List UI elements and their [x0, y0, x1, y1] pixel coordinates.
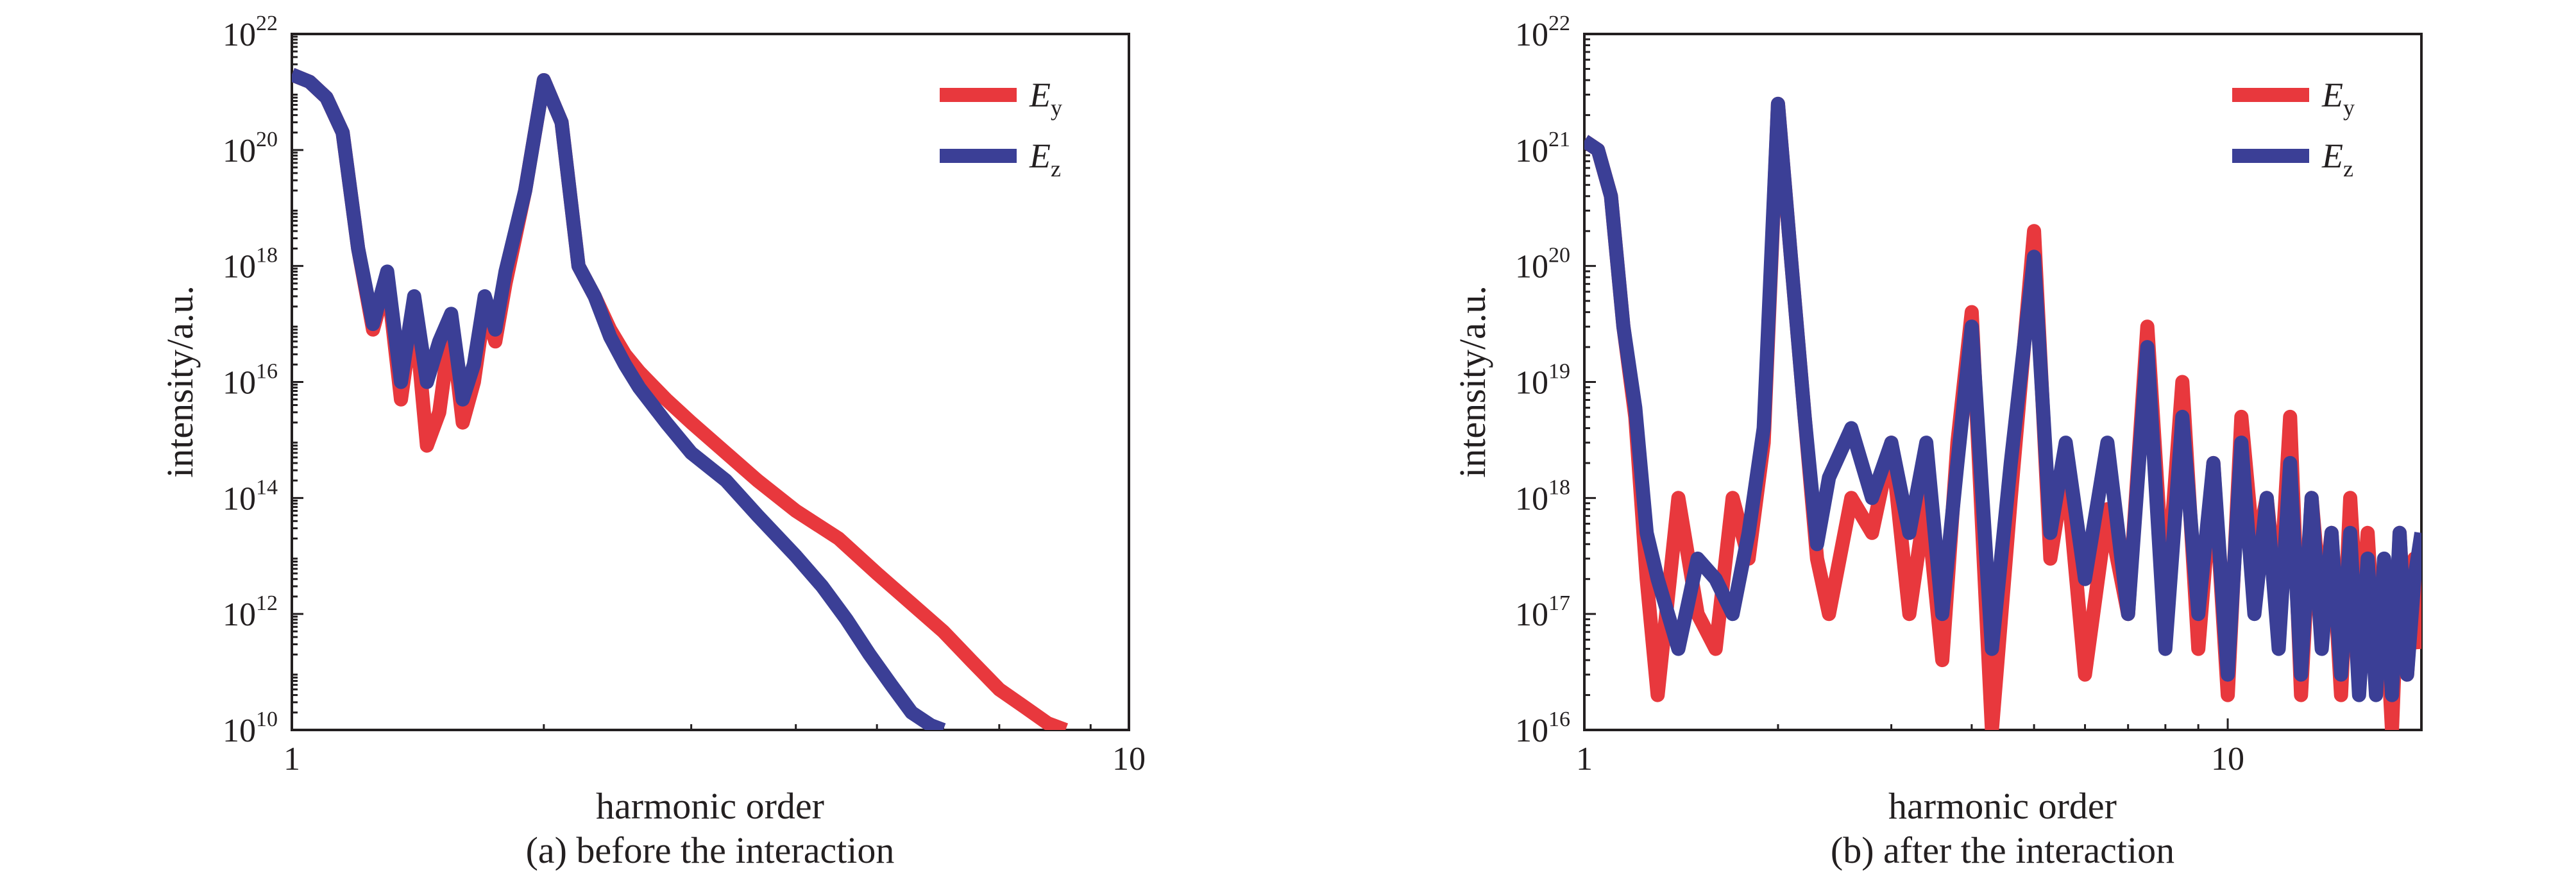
y-tick-label: 1021	[1515, 128, 1570, 169]
panel-a-caption: (a) before the interaction	[526, 829, 895, 871]
panel-b-y-axis: 1016 1017 1018 1019 1020 1021 1022	[1515, 12, 1596, 749]
panel-a-y-axis: 1010 1012 1014 1016 1018 1020 1022	[223, 12, 303, 749]
legend-label: Ey	[2321, 76, 2355, 121]
y-tick-label: 1018	[1515, 475, 1570, 517]
y-tick-label: 1014	[223, 475, 278, 517]
panel-b-series-group	[1584, 96, 2421, 730]
panel-a-legend: Ey Ez	[940, 76, 1062, 182]
x-tick-label: 10	[1112, 741, 1146, 777]
legend-label: Ez	[1029, 137, 1061, 182]
series-line-e-z	[1584, 96, 2421, 702]
y-tick-label: 1012	[223, 591, 278, 633]
panel-b-x-axis: 1 10	[1576, 718, 2244, 777]
y-tick-label: 1022	[1515, 12, 1570, 53]
panel-a-y-axis-title: intensity/a.u.	[159, 285, 201, 478]
x-tick-label: 10	[2211, 741, 2244, 777]
panel-a-x-axis-title: harmonic order	[596, 785, 824, 827]
panel-b-legend: Ey Ez	[2232, 76, 2355, 182]
y-tick-label: 1010	[223, 708, 278, 749]
y-tick-label: 1016	[223, 360, 278, 402]
series-line-e-y	[292, 68, 1069, 730]
legend-label: Ey	[1029, 76, 1062, 121]
series-line-e-z	[292, 68, 946, 730]
y-tick-label: 1019	[1515, 360, 1570, 402]
y-tick-label: 1016	[1515, 708, 1570, 749]
y-tick-label: 1018	[223, 244, 278, 285]
x-tick-label: 1	[1576, 741, 1593, 777]
y-tick-label: 1017	[1515, 591, 1570, 633]
legend-label: Ez	[2321, 137, 2353, 182]
x-tick-label: 1	[284, 741, 300, 777]
panel-a-x-axis: 1 10	[284, 718, 1146, 777]
y-tick-label: 1022	[223, 12, 278, 53]
panel-a-chart: 1010 1012 1014 1016 1018 1020 1022 1 10 Ey Ez in…	[159, 12, 1146, 871]
panel-b-y-axis-title: intensity/a.u.	[1452, 285, 1493, 478]
panel-b-x-axis-title: harmonic order	[1888, 785, 2117, 827]
panel-b-chart: 1016 1017 1018 1019 1020 1021 1022 1 10 Ey Ez in…	[1452, 12, 2423, 871]
panel-a-series-group	[292, 68, 1069, 730]
panel-b-caption: (b) after the interaction	[1831, 829, 2174, 871]
y-tick-label: 1020	[223, 128, 278, 169]
y-tick-label: 1020	[1515, 244, 1570, 285]
